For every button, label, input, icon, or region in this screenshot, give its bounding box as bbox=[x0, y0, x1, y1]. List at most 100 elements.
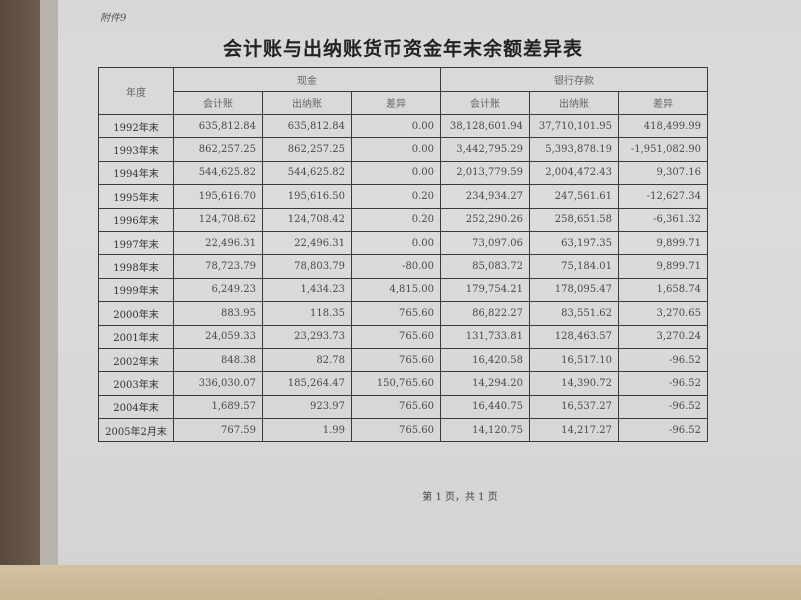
cell-cash-cashier: 544,625.82 bbox=[262, 160, 352, 186]
cell-cash-difference: 0.00 bbox=[351, 160, 441, 186]
header-bank-accounting: 会计账 bbox=[440, 90, 530, 115]
cell-cash-accounting: 78,723.79 bbox=[173, 254, 263, 279]
cell-bank-difference: -96.52 bbox=[618, 418, 708, 443]
cell-bank-accounting: 252,290.26 bbox=[440, 207, 530, 232]
table-row: 1992年末 635,812.84 635,812.84 0.00 38,128,601… bbox=[98, 113, 708, 139]
header-row-sub: 会计账 出纳账 差异 会计账 出纳账 差异 bbox=[99, 90, 708, 115]
cell-cash-cashier: 82.78 bbox=[262, 347, 352, 373]
cell-cash-accounting: 6,249.23 bbox=[173, 277, 263, 303]
cell-bank-difference: -12,627.34 bbox=[618, 184, 708, 209]
cell-year: 2004年末 bbox=[98, 394, 174, 420]
cell-bank-difference: -96.52 bbox=[618, 347, 708, 373]
cell-year: 2000年末 bbox=[98, 301, 174, 326]
cell-cash-difference: 765.60 bbox=[351, 394, 441, 420]
cell-bank-cashier: 83,551.62 bbox=[529, 301, 619, 326]
table-row: 2000年末 883.95 118.35 765.60 86,822.27 83,551.… bbox=[98, 301, 708, 326]
cell-cash-accounting: 195,616.70 bbox=[173, 184, 263, 209]
cell-bank-difference: -96.52 bbox=[618, 371, 708, 396]
cell-cash-difference: 150,765.60 bbox=[351, 371, 441, 396]
cell-cash-cashier: 118.35 bbox=[262, 301, 352, 326]
cell-cash-accounting: 22,496.31 bbox=[173, 230, 263, 256]
table-row: 1998年末 78,723.79 78,803.79 -80.00 85,083.72 7… bbox=[98, 254, 708, 279]
cell-cash-difference: 765.60 bbox=[351, 301, 441, 326]
table-row: 2002年末 848.38 82.78 765.60 16,420.58 16,517.1… bbox=[98, 347, 708, 373]
header-cash-cashier: 出纳账 bbox=[262, 90, 352, 115]
cell-cash-cashier: 862,257.25 bbox=[262, 137, 352, 162]
cell-bank-difference: -6,361.32 bbox=[618, 207, 708, 232]
cell-year: 1996年末 bbox=[98, 207, 174, 232]
cell-bank-cashier: 37,710,101.95 bbox=[529, 113, 619, 139]
cell-year: 2002年末 bbox=[98, 347, 174, 373]
cell-bank-cashier: 63,197.35 bbox=[529, 230, 619, 256]
cell-bank-cashier: 14,217.27 bbox=[529, 418, 619, 443]
cell-bank-difference: 9,899.71 bbox=[618, 254, 708, 279]
cell-cash-difference: 765.60 bbox=[351, 418, 441, 443]
header-bank: 银行存款 bbox=[440, 67, 708, 92]
cell-cash-accounting: 767.59 bbox=[173, 418, 263, 443]
table-row: 1999年末 6,249.23 1,434.23 4,815.00 179,754.21… bbox=[98, 277, 708, 303]
table-row: 1996年末 124,708.62 124,708.42 0.20 252,290.26… bbox=[98, 207, 708, 232]
cell-bank-accounting: 85,083.72 bbox=[440, 254, 530, 279]
cell-bank-accounting: 234,934.27 bbox=[440, 184, 530, 209]
cell-cash-cashier: 923.97 bbox=[262, 394, 352, 420]
cell-year: 1998年末 bbox=[98, 254, 174, 279]
cell-bank-difference: 1,658.74 bbox=[618, 277, 708, 303]
cell-bank-cashier: 75,184.01 bbox=[529, 254, 619, 279]
cell-bank-accounting: 73,097.06 bbox=[440, 230, 530, 256]
cell-cash-difference: 765.60 bbox=[351, 324, 441, 349]
cell-bank-cashier: 16,517.10 bbox=[529, 347, 619, 373]
cell-year: 1993年末 bbox=[98, 137, 174, 162]
header-year: 年度 bbox=[98, 67, 174, 115]
cell-bank-accounting: 3,442,795.29 bbox=[440, 137, 530, 162]
cell-bank-difference: 9,307.16 bbox=[618, 160, 708, 186]
cell-cash-cashier: 23,293.73 bbox=[262, 324, 352, 349]
cell-cash-cashier: 635,812.84 bbox=[262, 113, 352, 139]
cell-year: 1992年末 bbox=[98, 113, 174, 139]
cell-bank-difference: -96.52 bbox=[618, 394, 708, 420]
cell-cash-accounting: 862,257.25 bbox=[173, 137, 263, 162]
cell-cash-cashier: 22,496.31 bbox=[262, 230, 352, 256]
table-row: 2003年末 336,030.07 185,264.47 150,765.60 14,2… bbox=[98, 371, 708, 396]
cell-bank-cashier: 247,561.61 bbox=[529, 184, 619, 209]
cell-bank-cashier: 2,004,472.43 bbox=[529, 160, 619, 186]
cell-cash-difference: -80.00 bbox=[351, 254, 441, 279]
cell-cash-cashier: 1,434.23 bbox=[262, 277, 352, 303]
cell-year: 1995年末 bbox=[98, 184, 174, 209]
header-bank-difference: 差异 bbox=[618, 90, 708, 115]
header-bank-cashier: 出纳账 bbox=[529, 90, 619, 115]
table-row: 1997年末 22,496.31 22,496.31 0.00 73,097.06 63,… bbox=[98, 230, 708, 256]
header-row-group: 年度 现金 银行存款 bbox=[98, 67, 708, 115]
cell-year: 2005年2月末 bbox=[98, 418, 174, 443]
cell-bank-cashier: 14,390.72 bbox=[529, 371, 619, 396]
cell-cash-accounting: 544,625.82 bbox=[173, 160, 263, 186]
cell-bank-cashier: 5,393,878.19 bbox=[529, 137, 619, 162]
cell-bank-difference: 3,270.24 bbox=[618, 324, 708, 349]
cell-cash-accounting: 124,708.62 bbox=[173, 207, 263, 232]
cell-cash-accounting: 336,030.07 bbox=[173, 371, 263, 396]
cell-cash-cashier: 185,264.47 bbox=[262, 371, 352, 396]
cell-bank-accounting: 14,120.75 bbox=[440, 418, 530, 443]
desk-surface bbox=[0, 565, 801, 600]
header-cash-accounting: 会计账 bbox=[173, 90, 263, 115]
cell-cash-cashier: 195,616.50 bbox=[262, 184, 352, 209]
cell-year: 2001年末 bbox=[98, 324, 174, 349]
cell-cash-difference: 0.00 bbox=[351, 137, 441, 162]
cell-cash-difference: 0.20 bbox=[351, 184, 441, 209]
cell-year: 1999年末 bbox=[98, 277, 174, 303]
table-row: 1993年末 862,257.25 862,257.25 0.00 3,442,795.… bbox=[98, 137, 708, 162]
cell-bank-difference: 9,899.71 bbox=[618, 230, 708, 256]
cell-bank-cashier: 16,537.27 bbox=[529, 394, 619, 420]
cell-cash-accounting: 848.38 bbox=[173, 347, 263, 373]
cell-bank-difference: -1,951,082.90 bbox=[618, 137, 708, 162]
cell-bank-accounting: 179,754.21 bbox=[440, 277, 530, 303]
cell-bank-accounting: 16,440.75 bbox=[440, 394, 530, 420]
cell-bank-cashier: 178,095.47 bbox=[529, 277, 619, 303]
document-title: 会计账与出纳账货币资金年末余额差异表 bbox=[222, 38, 583, 60]
cell-bank-difference: 418,499.99 bbox=[618, 113, 708, 139]
cell-year: 1997年末 bbox=[98, 230, 174, 256]
cell-cash-accounting: 635,812.84 bbox=[173, 113, 263, 139]
cell-cash-cashier: 124,708.42 bbox=[262, 207, 352, 232]
table-row: 1994年末 544,625.82 544,625.82 0.00 2,013,779.… bbox=[98, 160, 708, 186]
cell-cash-cashier: 78,803.79 bbox=[262, 254, 352, 279]
balance-difference-table: 年度 现金 银行存款 会计账 出纳账 差异 会计账 出纳账 差异 1992年末 6… bbox=[98, 67, 708, 443]
